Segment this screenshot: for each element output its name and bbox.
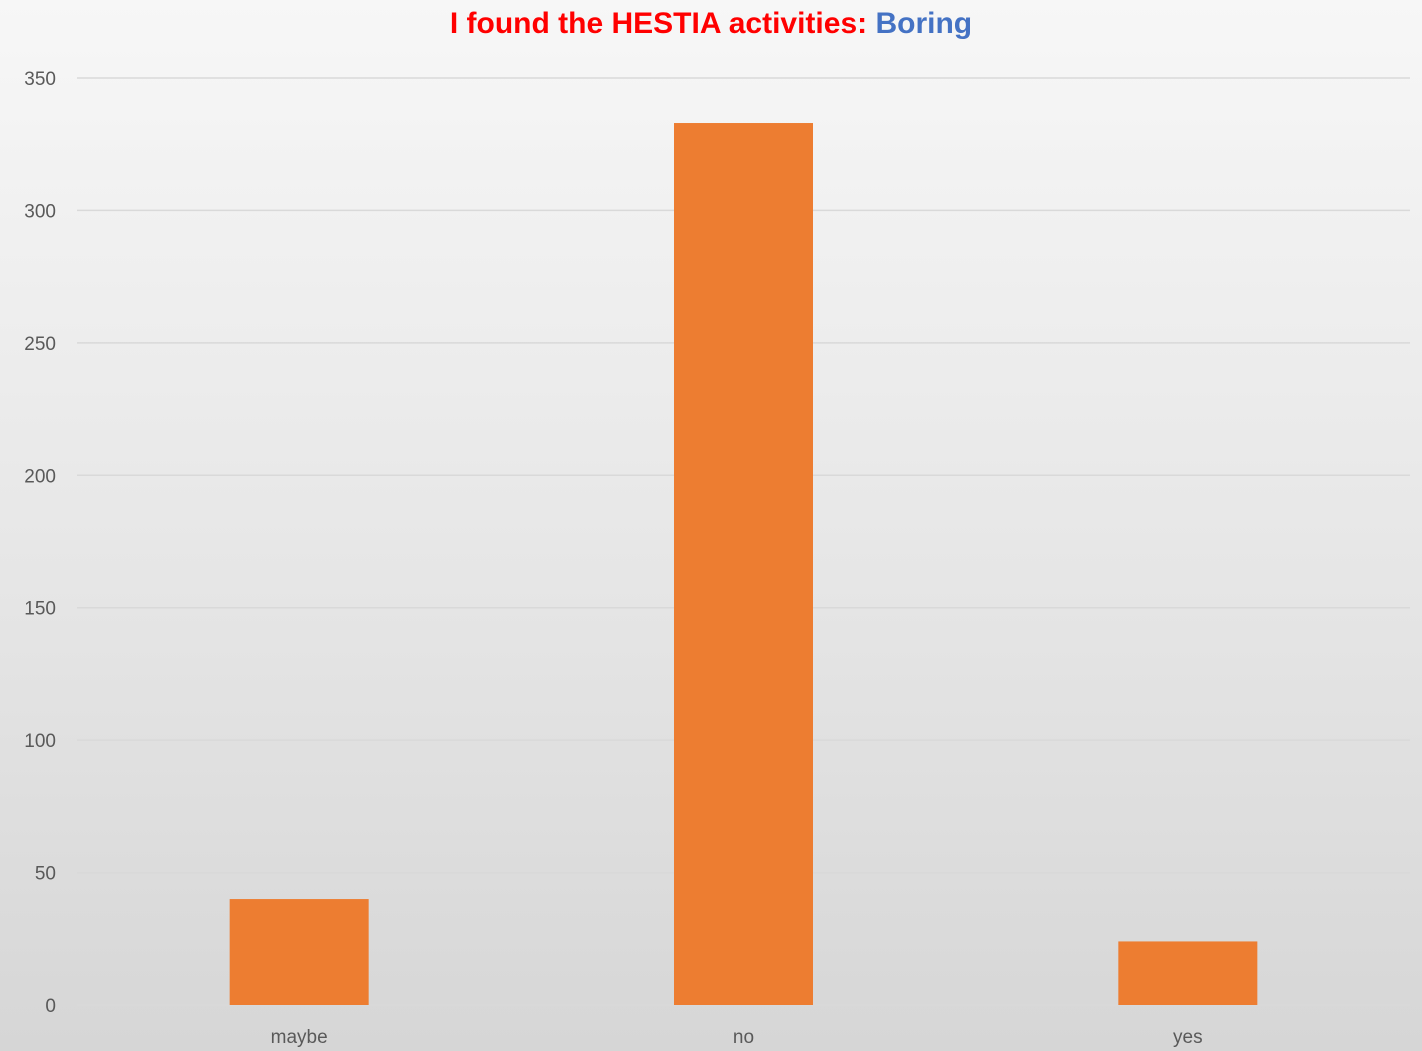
- y-tick-label: 300: [24, 201, 56, 222]
- y-tick-label: 350: [24, 69, 56, 90]
- chart-title-prefix: I found the HESTIA activities:: [449, 7, 868, 40]
- x-category-label: no: [733, 1027, 754, 1048]
- y-tick-label: 100: [24, 731, 56, 752]
- y-tick-label: 200: [24, 466, 56, 487]
- chart-title-emphasis: Boring: [875, 7, 973, 40]
- bar-yes: [1118, 941, 1258, 1005]
- y-tick-label: 50: [35, 864, 56, 885]
- y-tick-label: 0: [45, 996, 56, 1017]
- y-tick-label: 150: [24, 599, 56, 620]
- bar-no: [674, 123, 813, 1006]
- chart-title: I found the HESTIA activities: Boring: [0, 4, 1422, 44]
- x-axis-category-labels: maybe no yes: [271, 1027, 1203, 1048]
- x-category-label: yes: [1173, 1027, 1203, 1048]
- x-category-label: maybe: [271, 1027, 328, 1048]
- y-axis-tick-labels: 0 50 100 150 200 250 300 350: [24, 69, 56, 1017]
- bars: [229, 123, 1258, 1006]
- y-tick-label: 250: [24, 334, 56, 355]
- bar-maybe: [229, 899, 369, 1005]
